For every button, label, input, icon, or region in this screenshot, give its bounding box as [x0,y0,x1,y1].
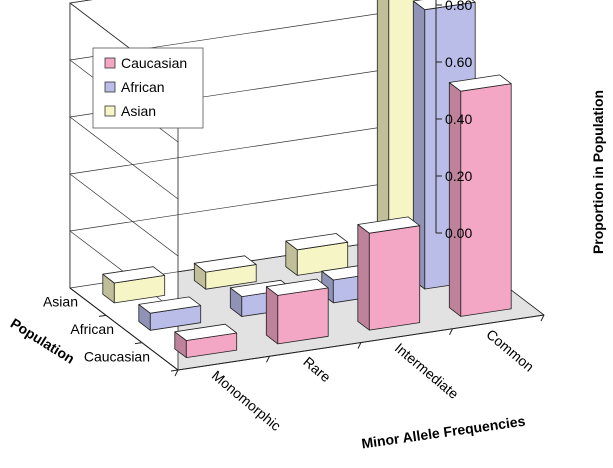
legend: Caucasian African Asian [92,47,204,129]
y-tick-label: 0.40 [445,111,472,127]
x-tick-label-monomorphic: Monomorphic [209,367,284,434]
y-tick-label: 0.80 [445,0,472,13]
y-axis-title: Proportion in Population [590,90,606,254]
z-tick-label-caucasian: Caucasian [84,348,150,364]
bar-african-monomorphic-top [138,296,202,314]
z-axis-line [69,287,179,371]
z-axis-title: Population [8,315,78,367]
bar-african-common-top [412,0,476,11]
bar-caucasian-rare-side [265,286,279,345]
bar-asian-monomorphic-top [102,266,166,284]
x-tick-mark [540,314,545,322]
bar-caucasian-rare-front [277,287,329,345]
x-tick-label-intermediate: Intermediate [392,340,462,402]
x-tick-label-rare: Rare [300,353,334,385]
bar-asian-intermediate [285,233,349,276]
z-tick-label-asian: Asian [43,294,78,310]
legend-swatch-asian [104,105,116,117]
legend-swatch-african [104,81,116,93]
x-tick-mark [357,342,362,349]
x-tick-mark [266,356,270,363]
legend-label-african: African [121,79,165,95]
legend-label-asian: Asian [121,103,156,119]
z-tick-mark [134,342,143,345]
bar-asian-intermediate-top [285,233,349,251]
y-tick-label: 0.00 [445,225,472,241]
x-tick-label-common: Common [483,326,537,375]
z-tick-mark [98,314,107,317]
bar-african-monomorphic [138,296,202,331]
z-tick-mark [170,369,179,372]
x-tick-mark [174,369,179,377]
bar-caucasian-intermediate-side [357,224,370,331]
bar-asian-rare [193,255,257,290]
bar-caucasian-monomorphic-top [174,323,238,341]
bars-group [102,0,512,359]
x-tick-mark [449,328,453,335]
bar-caucasian-intermediate-front [368,225,421,331]
y-tick-label: 0.60 [445,54,472,70]
z-axis: Caucasian African Asian [43,287,179,372]
gridline [69,61,437,200]
bar-caucasian-common-top [448,74,512,92]
gridline [69,118,437,257]
legend-swatch-caucasian [104,57,116,69]
bar-asian-rare-top [193,255,257,273]
bar-caucasian-intermediate [357,216,421,331]
y-tick-label: 0.20 [445,168,472,184]
bar-caucasian-common [448,74,512,317]
y-axis: 0.000.200.400.600.801.00 [435,0,472,241]
x-axis-title: Minor Allele Frequencies [360,413,526,452]
z-tick-label-african: African [70,321,114,337]
legend-label-caucasian: Caucasian [121,55,187,71]
bar-caucasian-rare-top [265,278,329,296]
bar-caucasian-intermediate-top [357,216,421,234]
bar-caucasian-rare [265,278,329,345]
bar-caucasian-monomorphic [174,323,238,359]
bar-asian-monomorphic [102,266,166,304]
